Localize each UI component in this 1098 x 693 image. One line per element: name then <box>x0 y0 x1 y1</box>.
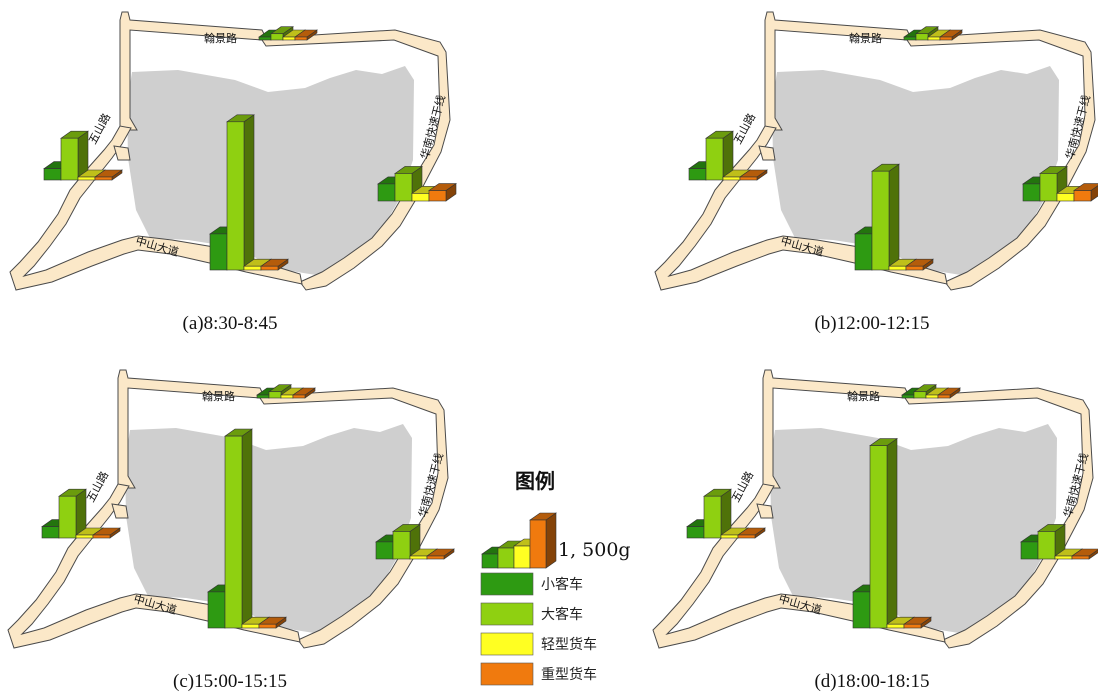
bar-hanjing-heavy_truck <box>939 29 963 41</box>
bar-huanan-large_bus <box>392 523 421 560</box>
road-label-wushan: 五山路 <box>731 111 758 146</box>
site-bars-huanan <box>1022 165 1098 202</box>
road-band <box>758 145 776 161</box>
campus-road-map <box>9 11 451 291</box>
site-bars-hanjing <box>258 26 318 41</box>
campus-road-map <box>652 369 1094 649</box>
legend-scale-bars <box>481 512 557 569</box>
bar-wushan-large_bus <box>60 130 89 181</box>
panel-caption: (c)15:00-15:15 <box>173 671 287 692</box>
bar-zhongshan-heavy_truck <box>260 258 289 271</box>
bar-wushan-heavy_truck <box>94 169 123 181</box>
campus-area <box>125 424 412 633</box>
site-bars-huanan <box>375 523 455 560</box>
road-label-hanjing: 翰景路 <box>847 389 880 403</box>
bar-hanjing-heavy_truck <box>292 387 316 399</box>
legend-item-small_bus: 小客车 <box>480 572 583 596</box>
bar-hanjing-heavy_truck <box>294 29 318 41</box>
site-bars-zhongshan <box>207 428 287 629</box>
site-bars-hanjing <box>903 26 963 41</box>
bar-huanan-heavy_truck <box>1071 548 1098 560</box>
bar-huanan-heavy_truck <box>1073 183 1098 202</box>
site-bars-wushan <box>688 130 768 181</box>
bar-wushan-large_bus <box>703 488 732 539</box>
road-label-hanjing: 翰景路 <box>204 31 237 45</box>
road-band <box>756 503 774 519</box>
site-bars-wushan <box>43 130 123 181</box>
bar-wushan-heavy_truck <box>739 169 768 181</box>
site-bars-zhongshan <box>854 163 934 271</box>
site-bars-wushan <box>41 488 121 539</box>
road-band <box>111 503 129 519</box>
site-bars-zhongshan <box>852 438 932 629</box>
road-band <box>654 125 948 291</box>
bar-wushan-heavy_truck <box>92 527 121 539</box>
legend-label: 大客车 <box>541 606 583 623</box>
bar-huanan-large_bus <box>1037 523 1066 560</box>
bar-hanjing-heavy_truck <box>937 387 961 399</box>
road-band <box>7 483 301 649</box>
legend-label: 重型货车 <box>541 666 597 683</box>
legend-item-heavy_truck: 重型货车 <box>480 662 597 686</box>
bar-huanan-heavy_truck <box>426 548 455 560</box>
site-bars-huanan <box>1020 523 1098 560</box>
campus-road-map <box>7 369 449 649</box>
road-band <box>652 483 946 649</box>
legend-item-light_truck: 轻型货车 <box>480 632 597 656</box>
bar-huanan-heavy_truck <box>428 182 457 202</box>
road-label-hanjing: 翰景路 <box>202 389 235 403</box>
panel-caption: (d)18:00-18:15 <box>814 671 929 692</box>
bar-zhongshan-heavy_truck <box>258 616 287 629</box>
legend-scale-bar-heavy_truck <box>529 512 557 569</box>
road-label-wushan: 五山路 <box>729 469 756 504</box>
road-band <box>117 369 449 649</box>
road-label-wushan: 五山路 <box>84 469 111 504</box>
legend-swatch <box>480 662 534 686</box>
bar-zhongshan-large_bus <box>871 163 900 271</box>
bar-zhongshan-large_bus <box>224 428 253 629</box>
panel-caption: (a)8:30-8:45 <box>183 313 278 334</box>
campus-area <box>772 66 1059 275</box>
legend-label: 小客车 <box>541 576 583 593</box>
legend-swatch <box>480 602 534 626</box>
legend-label: 轻型货车 <box>541 636 597 653</box>
legend-scale-label: 1, 500g <box>558 539 631 561</box>
campus-area <box>127 66 414 275</box>
bar-wushan-large_bus <box>705 130 734 181</box>
site-bars-hanjing <box>256 384 316 399</box>
road-band <box>762 369 1094 649</box>
legend-swatch <box>480 632 534 656</box>
legend-item-large_bus: 大客车 <box>480 602 583 626</box>
bar-zhongshan-heavy_truck <box>903 616 932 629</box>
road-band <box>119 11 451 291</box>
road-band <box>764 11 1096 291</box>
site-bars-huanan <box>377 165 457 202</box>
road-label-wushan: 五山路 <box>86 111 113 146</box>
bar-zhongshan-heavy_truck <box>905 258 934 271</box>
site-bars-wushan <box>686 488 766 539</box>
campus-road-map <box>654 11 1096 291</box>
legend-title: 图例 <box>515 469 555 493</box>
bar-zhongshan-large_bus <box>226 114 255 271</box>
campus-area <box>770 424 1057 633</box>
site-bars-hanjing <box>901 384 961 399</box>
legend-swatch <box>480 572 534 596</box>
panel-caption: (b)12:00-12:15 <box>814 313 929 334</box>
road-band <box>9 125 303 291</box>
road-label-hanjing: 翰景路 <box>849 31 882 45</box>
road-band <box>113 145 131 161</box>
bar-zhongshan-large_bus <box>869 438 898 629</box>
site-bars-zhongshan <box>209 114 289 271</box>
bar-wushan-heavy_truck <box>737 527 766 539</box>
